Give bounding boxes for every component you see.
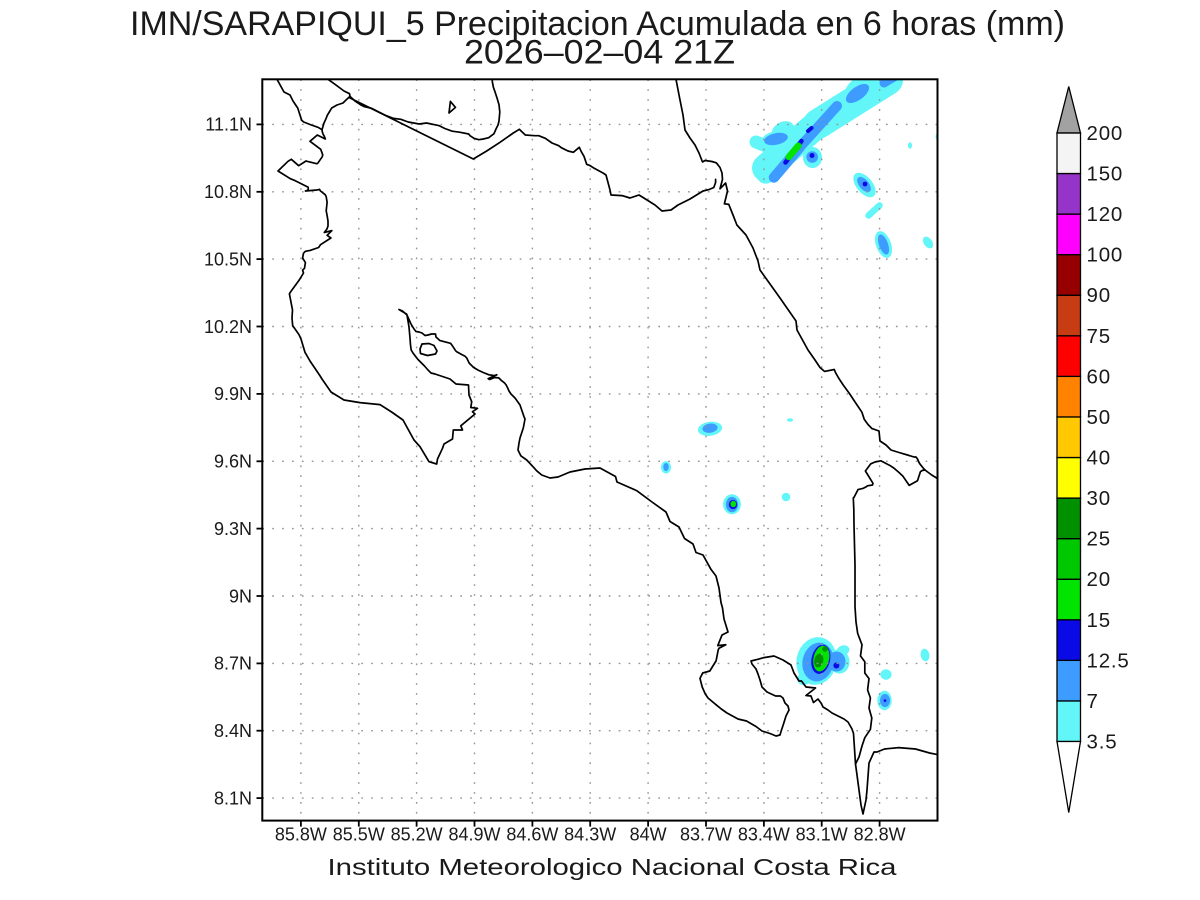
svg-text:83.4W: 83.4W bbox=[738, 825, 790, 845]
svg-text:Instituto Meteorologico Nacion: Instituto Meteorologico Nacional Costa R… bbox=[328, 854, 898, 880]
svg-text:60: 60 bbox=[1087, 365, 1111, 388]
svg-text:85.8W: 85.8W bbox=[275, 825, 327, 845]
svg-text:8.1N: 8.1N bbox=[214, 788, 252, 808]
svg-text:3.5: 3.5 bbox=[1087, 731, 1118, 754]
svg-text:20: 20 bbox=[1087, 568, 1111, 591]
svg-text:9.3N: 9.3N bbox=[214, 519, 252, 539]
svg-text:8.7N: 8.7N bbox=[214, 654, 252, 674]
svg-text:90: 90 bbox=[1087, 284, 1111, 307]
svg-text:9.6N: 9.6N bbox=[214, 452, 252, 472]
svg-text:84.9W: 84.9W bbox=[448, 825, 500, 845]
svg-text:85.5W: 85.5W bbox=[333, 825, 385, 845]
svg-text:15: 15 bbox=[1087, 609, 1111, 632]
svg-text:82.8W: 82.8W bbox=[854, 825, 906, 845]
svg-text:120: 120 bbox=[1087, 203, 1124, 226]
svg-text:50: 50 bbox=[1087, 406, 1111, 429]
svg-text:83.7W: 83.7W bbox=[680, 825, 732, 845]
svg-text:9.9N: 9.9N bbox=[214, 384, 252, 404]
svg-text:100: 100 bbox=[1087, 244, 1124, 267]
svg-text:25: 25 bbox=[1087, 528, 1111, 551]
svg-text:40: 40 bbox=[1087, 447, 1111, 470]
svg-text:85.2W: 85.2W bbox=[391, 825, 443, 845]
svg-text:83.1W: 83.1W bbox=[796, 825, 848, 845]
svg-text:9N: 9N bbox=[229, 586, 252, 606]
svg-text:7: 7 bbox=[1087, 690, 1099, 713]
svg-text:8.4N: 8.4N bbox=[214, 721, 252, 741]
svg-text:10.2N: 10.2N bbox=[204, 317, 252, 337]
svg-text:84W: 84W bbox=[630, 825, 667, 845]
svg-text:IMN/SARAPIQUI_5 Precipitacion: IMN/SARAPIQUI_5 Precipitacion Acumulada … bbox=[130, 5, 1065, 43]
svg-text:84.6W: 84.6W bbox=[506, 825, 558, 845]
svg-text:75: 75 bbox=[1087, 325, 1111, 348]
svg-text:30: 30 bbox=[1087, 487, 1111, 510]
svg-text:11.1N: 11.1N bbox=[205, 115, 252, 135]
svg-text:200: 200 bbox=[1087, 122, 1124, 145]
svg-text:150: 150 bbox=[1087, 163, 1124, 186]
svg-text:2026–02–04 21Z: 2026–02–04 21Z bbox=[464, 34, 735, 72]
svg-text:12.5: 12.5 bbox=[1087, 649, 1130, 672]
svg-text:84.3W: 84.3W bbox=[564, 825, 616, 845]
svg-text:10.8N: 10.8N bbox=[204, 182, 252, 202]
svg-text:10.5N: 10.5N bbox=[204, 249, 252, 269]
